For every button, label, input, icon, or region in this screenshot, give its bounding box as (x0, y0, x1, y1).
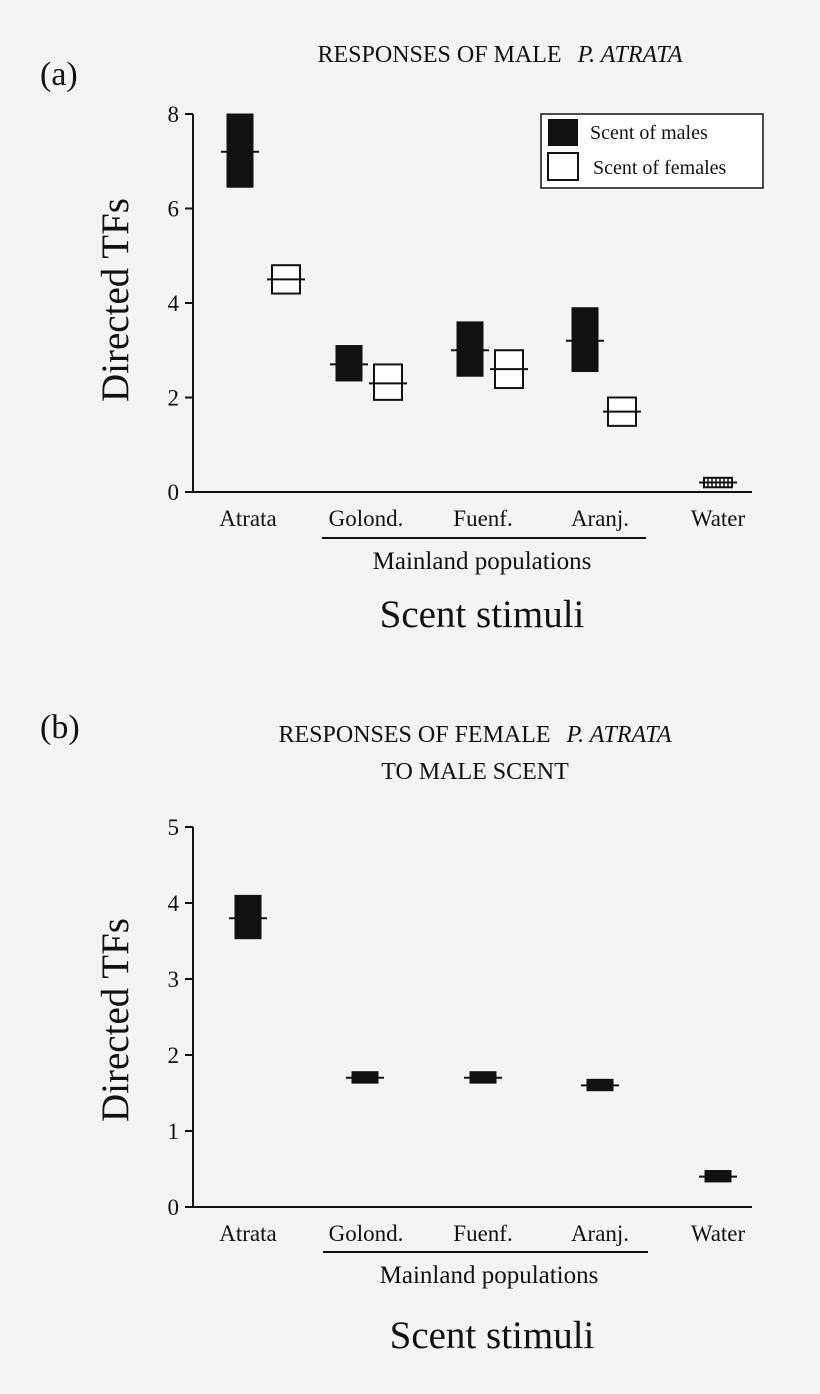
x-tick-label-aranj: Aranj. (571, 506, 629, 531)
x-tick-label-golond: Golond. (329, 1221, 404, 1246)
y-tick-label-2: 2 (168, 386, 180, 411)
x-tick-label-water: Water (691, 506, 746, 531)
y-tick-label-5: 5 (168, 815, 180, 840)
x-tick-label-fuenf: Fuenf. (453, 1221, 512, 1246)
panel-a-label: (a) (40, 56, 78, 93)
mark-scent-of-females-atrata (267, 264, 305, 295)
panel-a-title-species: P. ATRATA (577, 42, 683, 68)
x-tick-label-atrata: Atrata (219, 1221, 276, 1246)
panel-a: (a) RESPONSES OF MALE P. ATRATA 0 2 4 6 8 At… (40, 42, 764, 636)
mark-male-scent-golond (346, 1071, 384, 1084)
mark-male-scent-water (699, 1170, 737, 1183)
panel-a-y-ticks: 0 2 4 6 8 (168, 102, 193, 505)
mark-scent-of-males-golond (330, 345, 368, 382)
legend-label-females: Scent of females (593, 157, 726, 179)
panel-b-y-label: Directed TFs (94, 918, 137, 1122)
panel-b-label: (b) (40, 709, 80, 746)
y-tick-label-6: 6 (168, 197, 180, 222)
range-box (234, 894, 262, 940)
mark-scent-of-females-fuenf (490, 349, 528, 390)
panel-b-title-line2: TO MALE SCENT (381, 759, 569, 785)
range-box (456, 321, 484, 377)
mark-scent-of-females-aranj (603, 396, 641, 427)
mark-scent-of-males-aranj (566, 307, 604, 373)
range-box (571, 307, 599, 373)
legend-label-males: Scent of males (590, 122, 708, 144)
x-tick-label-aranj: Aranj. (571, 1221, 629, 1246)
range-box (373, 363, 403, 401)
y-tick-label-3: 3 (168, 967, 180, 992)
legend-swatch-males (548, 119, 578, 146)
y-tick-label-4: 4 (168, 891, 180, 916)
y-tick-label-2: 2 (168, 1043, 180, 1068)
mark-scent-of-females-golond (369, 363, 407, 401)
mark-scent-of-males-atrata (221, 113, 259, 188)
mark-male-scent-fuenf (464, 1071, 502, 1084)
range-box (335, 345, 363, 382)
panel-b-group-label: Mainland populations (380, 1262, 599, 1289)
legend-swatch-females (547, 152, 579, 181)
panel-a-x-ticks: Atrata Golond. Fuenf. Aranj. Water (219, 506, 745, 531)
mark-scent-of-males-fuenf (451, 321, 489, 377)
panel-b-marks (229, 894, 737, 1183)
mark-male-scent-atrata (229, 894, 267, 940)
panel-b-title-species: P. ATRATA (566, 722, 672, 748)
panel-a-x-label: Scent stimuli (380, 593, 585, 636)
panel-a-marks (221, 113, 737, 489)
panel-a-title-text: RESPONSES OF MALE (318, 42, 562, 68)
panel-b-title: RESPONSES OF FEMALE P. ATRATA (279, 722, 672, 748)
y-tick-label-4: 4 (168, 291, 180, 316)
panel-a-legend: Scent of males Scent of females (540, 113, 764, 189)
x-tick-label-golond: Golond. (329, 506, 404, 531)
panel-a-y-label: Directed TFs (94, 198, 137, 402)
y-tick-label-0: 0 (168, 1195, 180, 1220)
x-tick-label-atrata: Atrata (219, 506, 276, 531)
panel-b-x-ticks: Atrata Golond. Fuenf. Aranj. Water (219, 1221, 745, 1246)
x-tick-label-fuenf: Fuenf. (453, 506, 512, 531)
x-tick-label-water: Water (691, 1221, 746, 1246)
mark-water-water (699, 476, 737, 489)
panel-b-x-label: Scent stimuli (390, 1314, 595, 1357)
panel-b: (b) RESPONSES OF FEMALE P. ATRATA TO MAL… (40, 709, 752, 1357)
mark-male-scent-aranj (581, 1078, 619, 1092)
y-tick-label-8: 8 (168, 102, 180, 127)
range-box (226, 113, 254, 188)
panel-a-group-label: Mainland populations (373, 548, 592, 575)
y-tick-label-0: 0 (168, 480, 180, 505)
panel-a-title: RESPONSES OF MALE P. ATRATA (318, 42, 683, 68)
panel-b-title-text: RESPONSES OF FEMALE (279, 722, 551, 748)
y-tick-label-1: 1 (168, 1119, 180, 1144)
panel-b-y-ticks: 0 1 2 3 4 5 (168, 815, 193, 1220)
